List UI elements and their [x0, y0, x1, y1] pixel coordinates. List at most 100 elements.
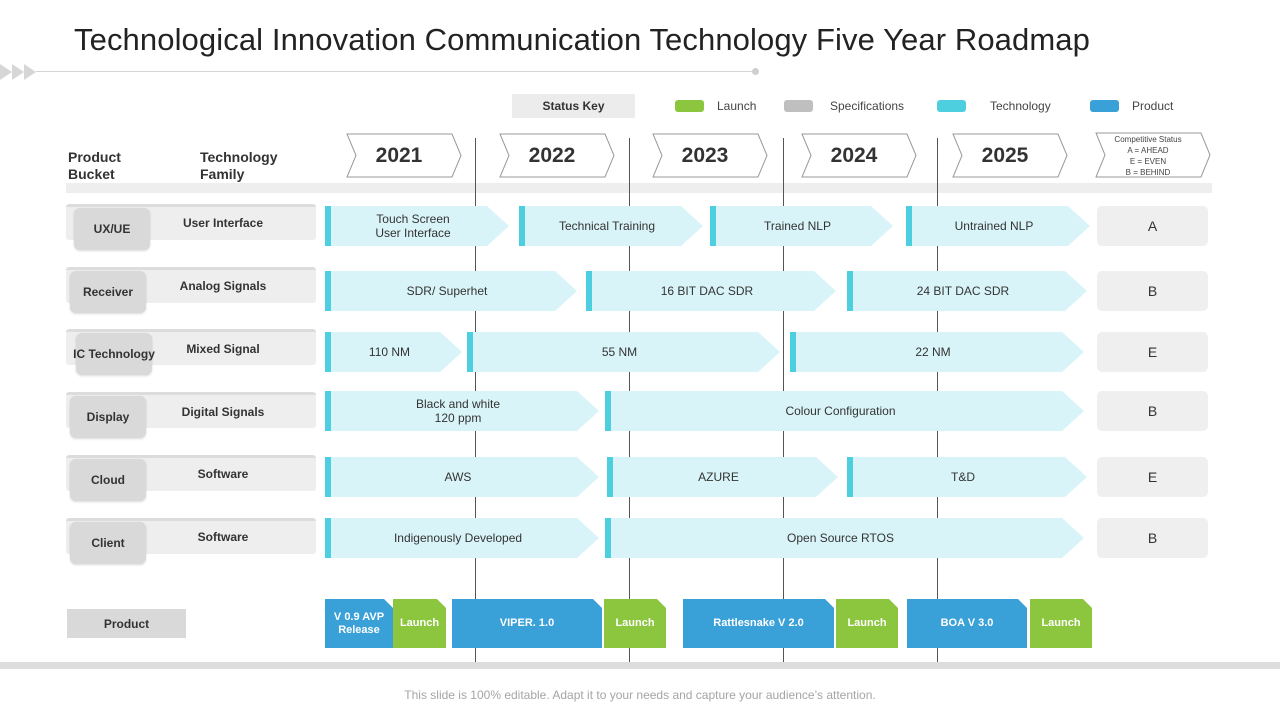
- product-rattlesnake: Rattlesnake V 2.0: [683, 599, 834, 648]
- roadmap-segment: Technical Training: [525, 206, 703, 246]
- bucket-ic-technology: IC Technology: [73, 333, 155, 375]
- legend-label-technology: Technology: [990, 99, 1051, 113]
- product-launch: Launch: [393, 599, 446, 648]
- roadmap-segment: T&D: [853, 457, 1087, 497]
- competitive-status-even: E = EVEN: [1129, 157, 1167, 166]
- roadmap-segment: AZURE: [613, 457, 838, 497]
- technology-marker: [586, 271, 592, 311]
- year-label: 2025: [981, 143, 1029, 167]
- header-product-bucket: Product Bucket: [68, 149, 121, 182]
- roadmap-segment: SDR/ Superhet: [331, 271, 577, 311]
- roadmap-segment: Colour Configuration: [611, 391, 1084, 431]
- family-software: Software: [197, 530, 249, 544]
- technology-marker: [325, 457, 331, 497]
- technology-marker: [467, 332, 473, 372]
- year-label: 2023: [681, 143, 729, 167]
- legend-label-launch: Launch: [717, 99, 757, 113]
- legend-label-specifications: Specifications: [830, 99, 905, 113]
- family-digital-signals: Digital Signals: [181, 405, 265, 419]
- bucket-display: Display: [70, 396, 146, 438]
- bucket-client: Client: [70, 522, 146, 564]
- technology-marker: [325, 271, 331, 311]
- family-user-interface: User Interface: [182, 216, 264, 230]
- technology-marker: [605, 391, 611, 431]
- technology-marker: [790, 332, 796, 372]
- roadmap-segment: Trained NLP: [716, 206, 893, 246]
- product-launch: Launch: [604, 599, 666, 648]
- year-2024: 2024: [801, 133, 917, 178]
- roadmap-segment: 16 BIT DAC SDR: [592, 271, 836, 311]
- year-label: 2021: [375, 143, 423, 167]
- technology-marker: [847, 457, 853, 497]
- year-label: 2022: [528, 143, 576, 167]
- product-row-label: Product: [67, 609, 186, 638]
- product-launch: Launch: [1030, 599, 1092, 648]
- competitive-status-value: E: [1097, 457, 1208, 497]
- footer-note: This slide is 100% editable. Adapt it to…: [404, 688, 876, 702]
- family-mixed-signal: Mixed Signal: [186, 342, 260, 356]
- bucket-ux-ue: UX/UE: [74, 208, 150, 250]
- segment-text: Touch Screen: [376, 212, 450, 226]
- bucket-receiver: Receiver: [70, 271, 146, 313]
- technology-marker: [605, 518, 611, 558]
- roadmap-segment: Touch Screen User Interface: [331, 206, 509, 246]
- decor-chevron: [24, 64, 36, 80]
- year-2021: 2021: [346, 133, 462, 178]
- product-viper: VIPER. 1.0: [452, 599, 602, 648]
- bottom-divider-bar: [0, 662, 1280, 669]
- roadmap-segment: 55 NM: [473, 332, 780, 372]
- competitive-status-value: E: [1097, 332, 1208, 372]
- title-underline-dot: [752, 68, 759, 75]
- roadmap-segment: 24 BIT DAC SDR: [853, 271, 1087, 311]
- competitive-status-title: Competitive Status: [1114, 135, 1182, 144]
- competitive-status-value: B: [1097, 518, 1208, 558]
- year-2025: 2025: [952, 133, 1068, 178]
- roadmap-segment: Open Source RTOS: [611, 518, 1084, 558]
- year-2023: 2023: [652, 133, 768, 178]
- legend-swatch-specifications: [784, 100, 813, 112]
- competitive-status-value: B: [1097, 391, 1208, 431]
- legend-label-product: Product: [1132, 99, 1174, 113]
- technology-marker: [710, 206, 716, 246]
- roadmap-segment: Indigenously Developed: [331, 518, 599, 558]
- family-analog-signals: Analog Signals: [179, 279, 267, 293]
- technology-marker: [325, 391, 331, 431]
- product-boa: BOA V 3.0: [907, 599, 1027, 648]
- roadmap-segment: Black and white 120 ppm: [331, 391, 599, 431]
- competitive-status-ahead: A = AHEAD: [1127, 146, 1169, 155]
- legend-swatch-product: [1090, 100, 1119, 112]
- legend-swatch-technology: [937, 100, 966, 112]
- header-technology-family: Technology Family: [200, 149, 278, 182]
- competitive-status-value: A: [1097, 206, 1208, 246]
- technology-marker: [519, 206, 525, 246]
- status-key-label: Status Key: [512, 94, 635, 118]
- roadmap-segment: AWS: [331, 457, 599, 497]
- header-divider-bar: [66, 183, 1212, 193]
- technology-marker: [847, 271, 853, 311]
- technology-marker: [607, 457, 613, 497]
- year-2022: 2022: [499, 133, 615, 178]
- segment-text: 120 ppm: [434, 411, 482, 425]
- competitive-status-value: B: [1097, 271, 1208, 311]
- technology-marker: [325, 206, 331, 246]
- product-text: V 0.9 AVP: [333, 610, 385, 623]
- roadmap-segment: 22 NM: [796, 332, 1084, 372]
- technology-marker: [906, 206, 912, 246]
- product-text: Release: [338, 623, 380, 636]
- year-label: 2024: [830, 143, 878, 167]
- roadmap-segment: 110 NM: [331, 332, 462, 372]
- family-software: Software: [197, 467, 249, 481]
- technology-marker: [325, 518, 331, 558]
- decor-chevron: [12, 64, 24, 80]
- product-launch: Launch: [836, 599, 898, 648]
- competitive-status-key: Competitive Status A = AHEAD E = EVEN B …: [1095, 132, 1211, 178]
- decor-chevron: [0, 64, 12, 80]
- legend-swatch-launch: [675, 100, 704, 112]
- competitive-status-behind: B = BEHIND: [1125, 168, 1171, 177]
- segment-text: User Interface: [375, 226, 451, 240]
- segment-text: Black and white: [415, 397, 501, 411]
- page-title: Technological Innovation Communication T…: [74, 22, 1090, 57]
- technology-marker: [325, 332, 331, 372]
- roadmap-segment: Untrained NLP: [912, 206, 1090, 246]
- product-release-v09: V 0.9 AVP Release: [325, 599, 393, 648]
